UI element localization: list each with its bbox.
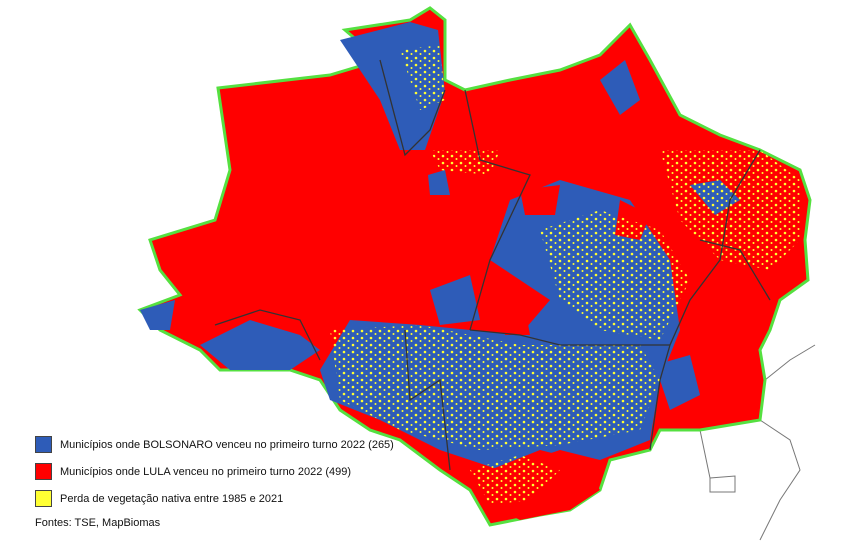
state-borders [214,59,771,471]
legend-swatch [35,436,52,453]
legend-swatch [35,463,52,480]
legend-item: Municípios onde BOLSONARO venceu no prim… [35,431,394,458]
legend-label: Municípios onde LULA venceu no primeiro … [60,465,352,478]
source: Fontes: TSE, MapBiomas [35,517,161,529]
neighbour-borders [699,344,816,541]
legend-item: Perda de vegetação nativa entre 1985 e 2… [35,485,394,512]
legend-label: Municípios onde BOLSONARO venceu no prim… [60,438,394,451]
legend: Municípios onde BOLSONARO venceu no prim… [35,431,394,529]
legend-label: Perda de vegetação nativa entre 1985 e 2… [60,492,284,505]
legend-swatch [35,490,52,507]
deforestation [330,45,800,505]
legend-item: Municípios onde LULA venceu no primeiro … [35,458,394,485]
